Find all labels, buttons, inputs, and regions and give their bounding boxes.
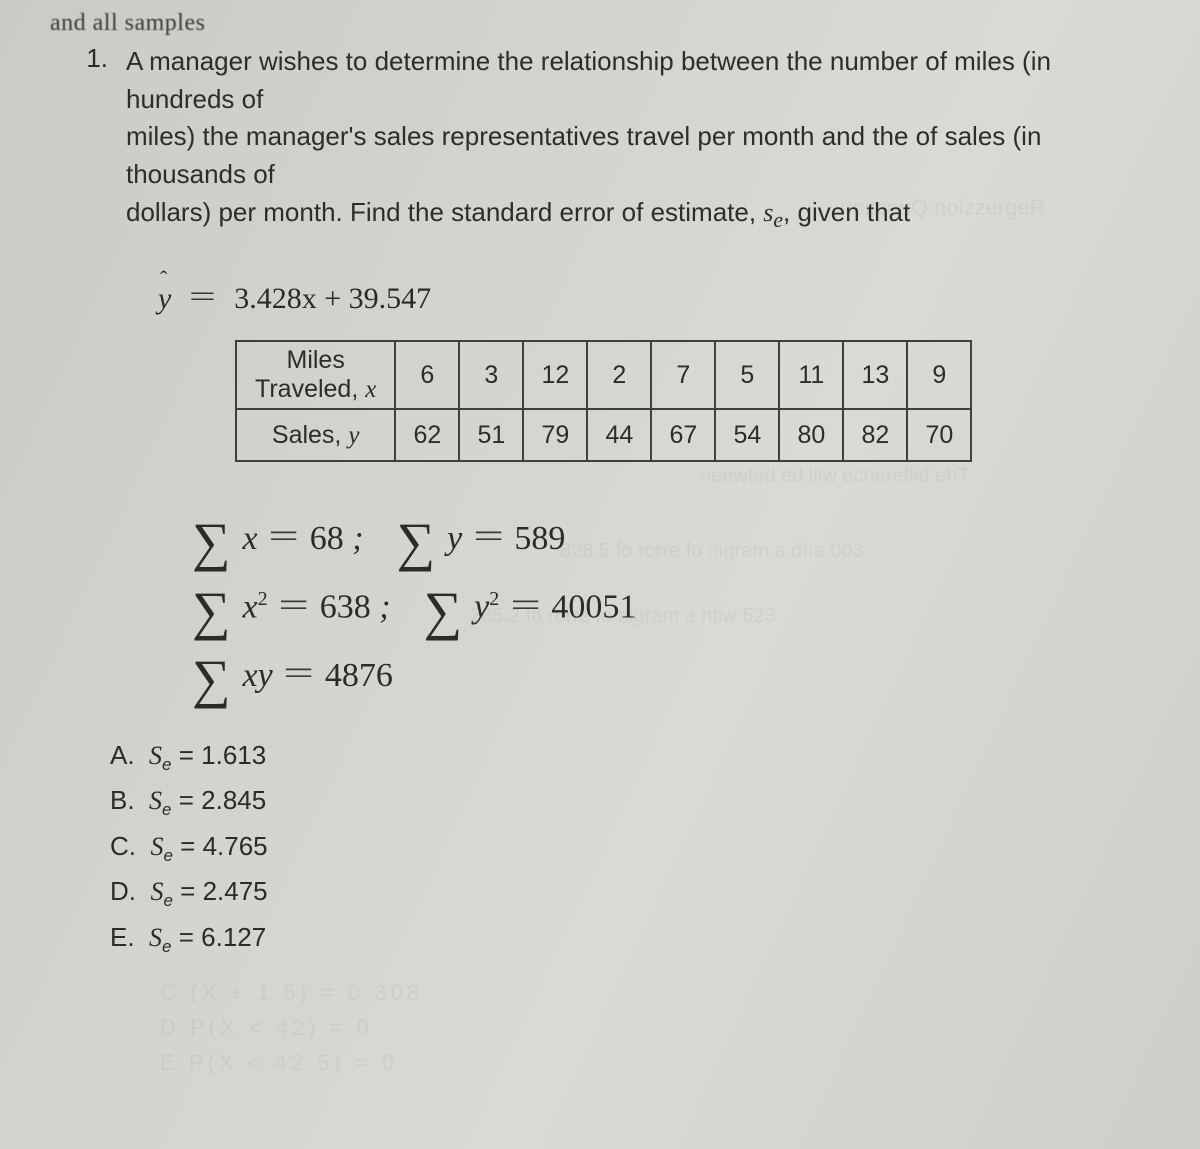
miles-cell: 6 xyxy=(395,341,459,409)
sum-x2-expr: x2 = 638 ; xyxy=(243,588,391,626)
sales-cell: 62 xyxy=(395,409,459,461)
choice-d: D. Se = 2.475 xyxy=(110,871,1140,915)
sigma-icon: ∑ xyxy=(424,593,463,631)
choice-b: B. Se = 2.845 xyxy=(110,780,1140,824)
ghost-text: E P(X < 42.5) = 0 xyxy=(160,1050,398,1076)
miles-cell: 9 xyxy=(907,341,971,409)
question-row: 1. A manager wishes to determine the rel… xyxy=(80,43,1140,236)
miles-cell: 5 xyxy=(715,341,779,409)
sum-y-expr: y = 589 xyxy=(447,520,565,558)
ghost-text: neewted ed lliw ecnereffid ehT xyxy=(700,465,970,488)
sum-row-3: ∑ xy = 4876 xyxy=(192,657,1140,695)
se-var: s xyxy=(763,198,773,227)
row-header-miles: MilesTraveled, x xyxy=(236,341,395,409)
miles-cell: 13 xyxy=(843,341,907,409)
equals-sign: = xyxy=(189,280,216,314)
sigma-icon: ∑ xyxy=(192,661,231,699)
table-row: Sales, y 62 51 79 44 67 54 80 82 70 xyxy=(236,409,971,461)
ghost-text: C (X + 1 5) = 0 308 xyxy=(160,980,423,1006)
sales-cell: 80 xyxy=(779,409,843,461)
sigma-icon: ∑ xyxy=(397,524,436,562)
data-table: MilesTraveled, x 6 3 12 2 7 5 11 13 9 Sa… xyxy=(235,340,972,462)
row-header-sales: Sales, y xyxy=(236,409,395,461)
summation-block: ∑ x = 68 ; ∑ y = 589 ∑ x2 = 638 ; ∑ y2 =… xyxy=(192,520,1140,694)
sales-cell: 70 xyxy=(907,409,971,461)
sum-row-1: ∑ x = 68 ; ∑ y = 589 xyxy=(192,520,1140,558)
cropped-header-text: and all samples xyxy=(50,10,1140,37)
choice-a: A. Se = 1.613 xyxy=(110,735,1140,779)
question-number: 1. xyxy=(80,43,108,74)
miles-cell: 11 xyxy=(779,341,843,409)
sum-row-2: ∑ x2 = 638 ; ∑ y2 = 40051 xyxy=(192,588,1140,626)
question-text: A manager wishes to determine the relati… xyxy=(126,43,1140,236)
regression-rhs: 3.428x + 39.547 xyxy=(234,282,431,315)
sigma-icon: ∑ xyxy=(192,524,231,562)
sales-cell: 44 xyxy=(587,409,651,461)
answer-choices: A. Se = 1.613 B. Se = 2.845 C. Se = 4.76… xyxy=(110,735,1140,961)
miles-cell: 3 xyxy=(459,341,523,409)
row-header-miles-text: MilesTraveled, x xyxy=(255,346,376,403)
miles-cell: 2 xyxy=(587,341,651,409)
question-line2: miles) the manager's sales representativ… xyxy=(126,121,1041,189)
regression-equation: y = 3.428x + 39.547 xyxy=(158,282,1140,316)
sigma-icon: ∑ xyxy=(192,593,231,631)
ghost-text: D P(X < 42) = 0 xyxy=(160,1015,373,1041)
sales-cell: 54 xyxy=(715,409,779,461)
sales-cell: 82 xyxy=(843,409,907,461)
sum-xy-expr: xy = 4876 xyxy=(243,657,393,695)
choice-c: C. Se = 4.765 xyxy=(110,826,1140,870)
sales-cell: 51 xyxy=(459,409,523,461)
se-sub: e xyxy=(773,208,783,232)
row-header-sales-text: Sales, y xyxy=(272,421,360,449)
miles-cell: 7 xyxy=(651,341,715,409)
y-hat: y xyxy=(158,282,171,316)
question-line1: A manager wishes to determine the relati… xyxy=(126,46,1051,114)
sales-cell: 67 xyxy=(651,409,715,461)
question-line3b: , given that xyxy=(783,197,910,227)
sum-x-expr: x = 68 ; xyxy=(243,520,364,558)
question-line3a: dollars) per month. Find the standard er… xyxy=(126,197,763,227)
sum-y2-expr: y2 = 40051 xyxy=(474,588,636,626)
miles-cell: 12 xyxy=(523,341,587,409)
sales-cell: 79 xyxy=(523,409,587,461)
choice-e: E. Se = 6.127 xyxy=(110,917,1140,961)
table-row: MilesTraveled, x 6 3 12 2 7 5 11 13 9 xyxy=(236,341,971,409)
